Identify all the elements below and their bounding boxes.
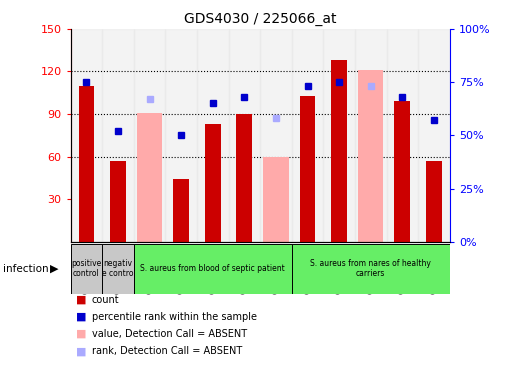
Bar [71,29,102,242]
Bar [197,244,229,294]
Text: ■: ■ [76,312,86,322]
Text: ■: ■ [76,329,86,339]
Bar [394,101,410,242]
Bar [236,114,252,242]
Text: S. aureus from blood of septic patient: S. aureus from blood of septic patient [140,264,285,273]
Bar [292,244,450,294]
Bar [165,29,197,242]
Bar [292,29,323,242]
Bar [134,244,165,294]
Bar [137,113,162,242]
Bar [134,244,292,294]
Bar [386,29,418,242]
Title: GDS4030 / 225066_at: GDS4030 / 225066_at [184,12,336,26]
Text: ■: ■ [76,346,86,356]
Bar [134,29,165,242]
Bar [102,244,134,294]
Text: count: count [92,295,119,305]
Bar [300,96,315,242]
Text: ▶: ▶ [50,264,58,274]
Bar [102,29,134,242]
Bar [355,29,386,242]
Bar [71,244,102,294]
Bar [229,244,260,294]
Bar [323,244,355,294]
Text: ■: ■ [76,295,86,305]
Bar [78,86,94,242]
Bar [165,244,197,294]
Bar [355,244,386,294]
Bar [418,244,450,294]
Bar [71,244,102,294]
Bar [110,161,126,242]
Bar [229,29,260,242]
Bar [358,70,383,242]
Bar [264,157,289,242]
Text: value, Detection Call = ABSENT: value, Detection Call = ABSENT [92,329,247,339]
Bar [331,60,347,242]
Text: positive
control: positive control [71,259,101,278]
Text: rank, Detection Call = ABSENT: rank, Detection Call = ABSENT [92,346,242,356]
Bar [323,29,355,242]
Bar [260,244,292,294]
Text: negativ
e contro: negativ e contro [103,259,134,278]
Bar [205,124,221,242]
Text: infection: infection [3,264,48,274]
Bar [386,244,418,294]
Bar [292,244,323,294]
Bar [426,161,442,242]
Bar [173,179,189,242]
Text: percentile rank within the sample: percentile rank within the sample [92,312,256,322]
Bar [418,29,450,242]
Bar [197,29,229,242]
Bar [102,244,134,294]
Text: S. aureus from nares of healthy
carriers: S. aureus from nares of healthy carriers [310,259,431,278]
Bar [260,29,292,242]
